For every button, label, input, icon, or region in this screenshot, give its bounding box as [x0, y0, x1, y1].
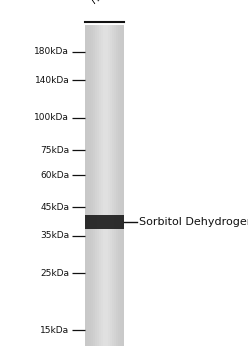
Bar — [122, 25, 124, 346]
Bar — [97, 25, 99, 346]
Text: 60kDa: 60kDa — [40, 170, 69, 180]
Bar — [85, 25, 87, 346]
Text: 75kDa: 75kDa — [40, 146, 69, 155]
Bar — [85, 215, 124, 229]
Text: Sorbitol Dehydrogenase: Sorbitol Dehydrogenase — [139, 217, 248, 227]
Text: 45kDa: 45kDa — [40, 203, 69, 212]
Bar — [101, 25, 103, 346]
Bar — [91, 25, 93, 346]
Bar — [110, 25, 112, 346]
Text: HT-29: HT-29 — [89, 0, 120, 6]
Text: 15kDa: 15kDa — [40, 326, 69, 335]
Bar — [99, 25, 101, 346]
Bar — [105, 25, 106, 346]
Bar — [118, 25, 120, 346]
Text: 180kDa: 180kDa — [34, 48, 69, 56]
Text: 25kDa: 25kDa — [40, 269, 69, 278]
Text: 100kDa: 100kDa — [34, 113, 69, 122]
Text: 140kDa: 140kDa — [34, 76, 69, 85]
Bar — [120, 25, 122, 346]
Bar — [93, 25, 95, 346]
Bar — [114, 25, 116, 346]
Text: 35kDa: 35kDa — [40, 231, 69, 240]
Bar — [106, 25, 108, 346]
Bar — [85, 25, 124, 346]
Bar — [89, 25, 91, 346]
Bar — [95, 25, 97, 346]
Bar — [108, 25, 110, 346]
Bar — [112, 25, 114, 346]
Bar — [87, 25, 89, 346]
Bar — [116, 25, 118, 346]
Bar — [103, 25, 105, 346]
